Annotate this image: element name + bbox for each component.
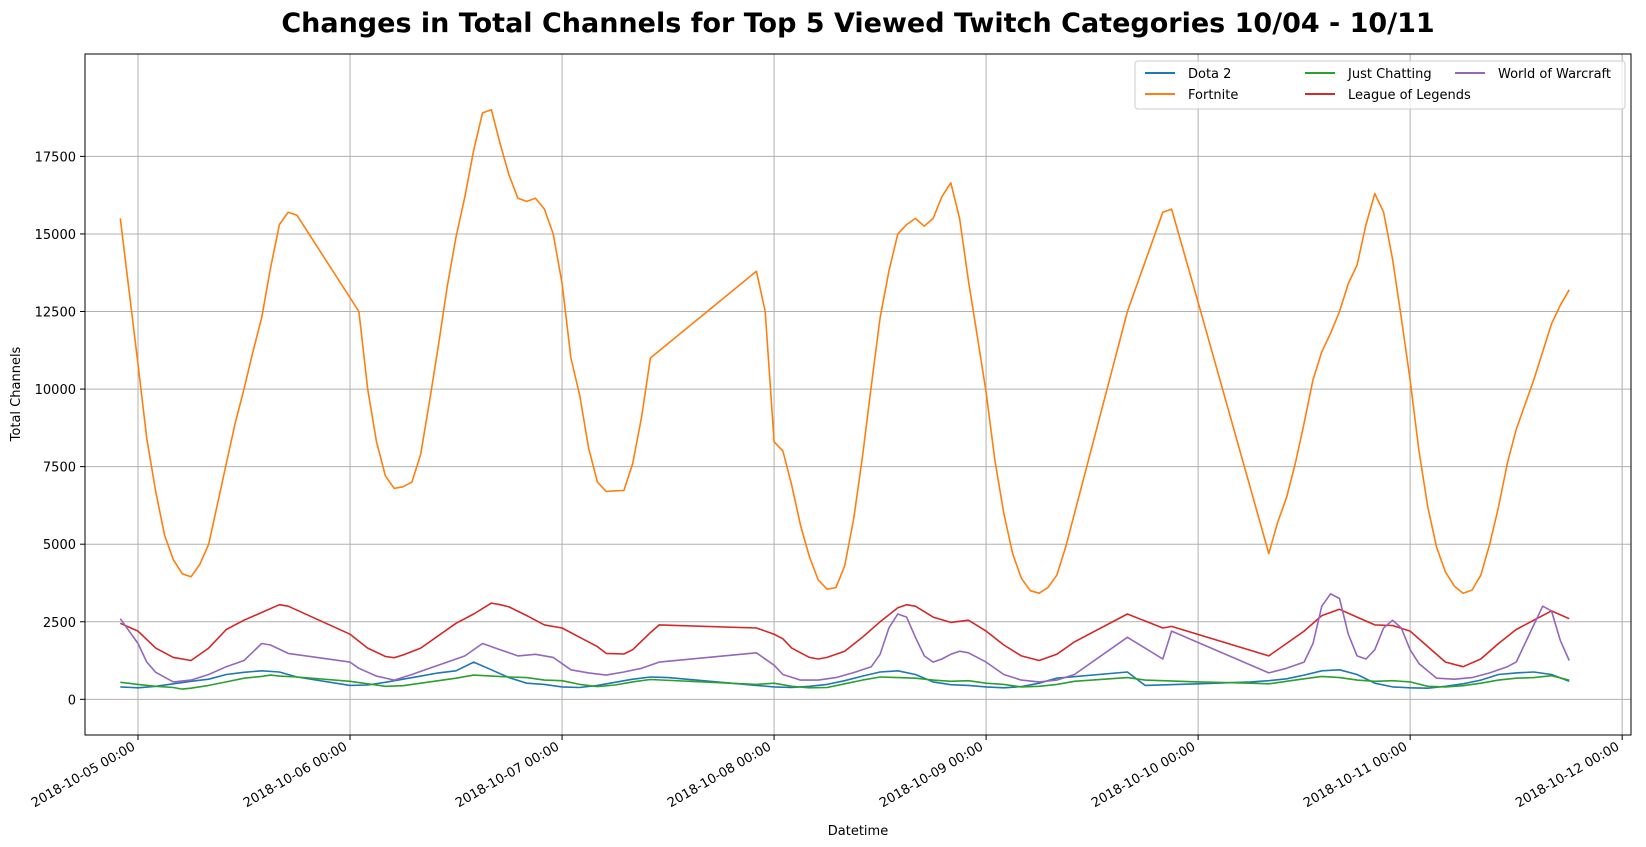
y-tick-label: 5000 [43,538,76,553]
legend-label-world-of-warcraft: World of Warcraft [1498,67,1611,82]
legend-label-just-chatting: Just Chatting [1347,67,1432,82]
y-axis-ticks: 0 2500 5000 7500 10000 12500 15000 17500 [35,150,85,708]
series-line-dota-2 [120,661,1570,690]
y-tick-label: 2500 [43,616,76,631]
legend-label-dota-2: Dota 2 [1188,67,1231,82]
chart-title: Changes in Total Channels for Top 5 View… [281,8,1434,39]
plot-frame [84,53,1632,736]
series-line-just-chatting [120,674,1570,690]
legend-label-fortnite: Fortnite [1188,88,1238,103]
y-tick-label: 10000 [35,383,76,398]
series-line-league-of-legends [119,602,1570,668]
series-layer [119,109,1570,690]
y-tick-label: 7500 [43,461,76,476]
y-tick-label: 12500 [35,306,76,321]
series-line-world-of-warcraft [119,592,1570,683]
legend: Dota 2 Fortnite Just Chatting League of Leg… [1134,60,1626,110]
y-tick-label: 15000 [35,228,76,243]
y-tick-label: 0 [68,693,76,708]
y-tick-label: 17500 [35,150,76,165]
series-line-fortnite [119,109,1570,595]
legend-box [1134,60,1626,110]
legend-label-league-of-legends: League of Legends [1348,88,1471,103]
y-axis-label: Total Channels [9,346,24,442]
grid-lines [85,54,1631,735]
x-axis-label: Datetime [828,824,888,839]
